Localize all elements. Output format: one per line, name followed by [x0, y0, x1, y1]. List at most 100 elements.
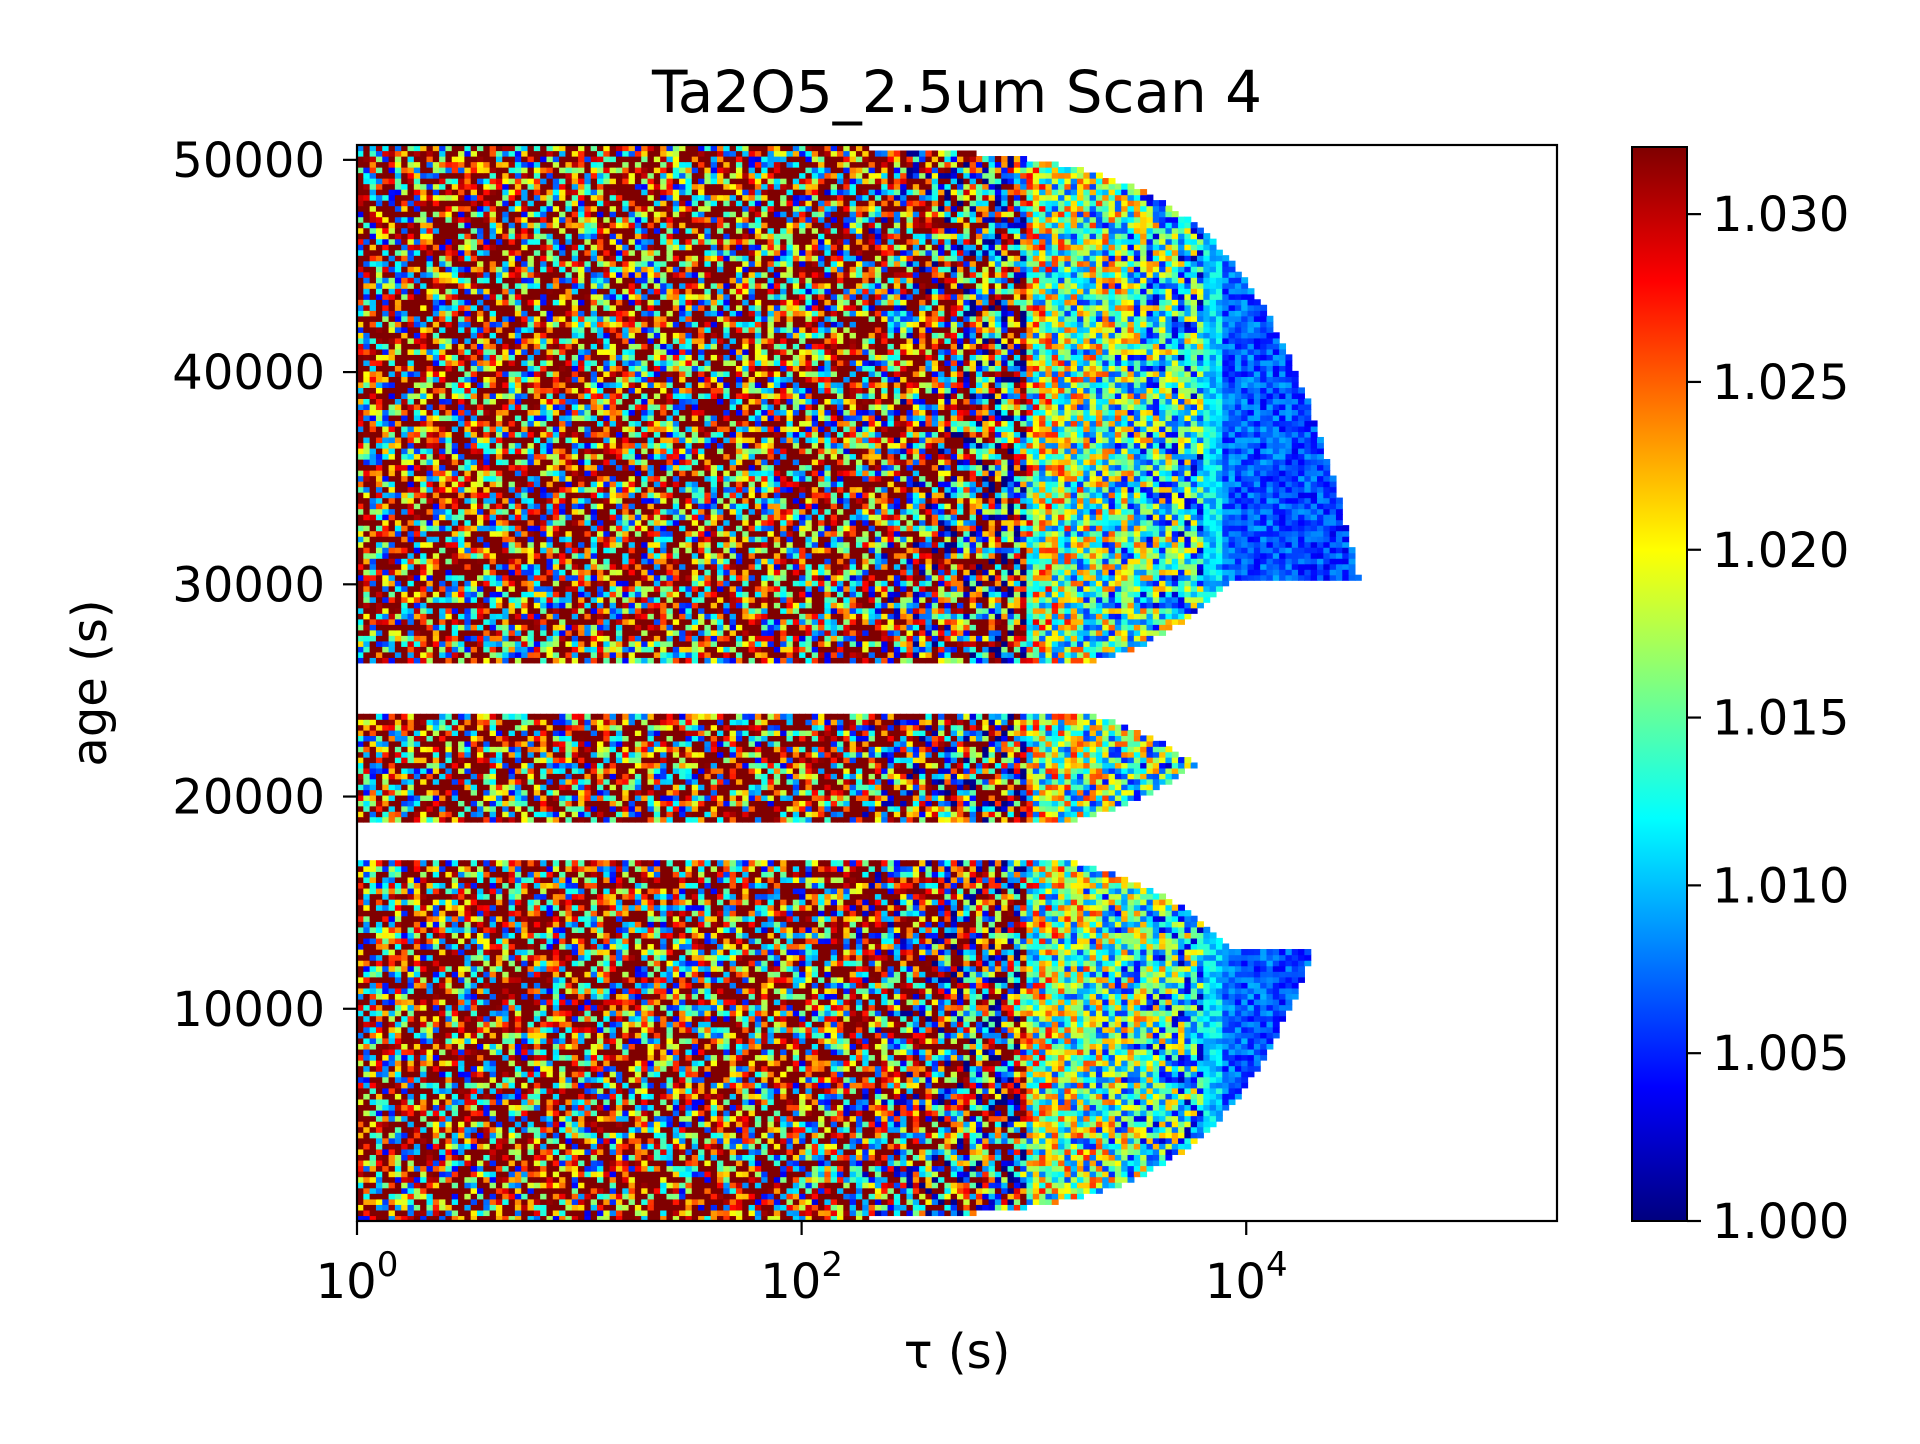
- heatmap-cell: [660, 1038, 667, 1044]
- heatmap-cell: [559, 1127, 566, 1133]
- heatmap-cell: [818, 1043, 825, 1049]
- heatmap-cell: [565, 1077, 572, 1083]
- heatmap-cell: [1001, 1054, 1008, 1060]
- heatmap-cell: [559, 1088, 566, 1094]
- heatmap-cell: [704, 1182, 711, 1188]
- heatmap-cell: [610, 1210, 617, 1216]
- heatmap-cell: [1001, 1121, 1008, 1127]
- heatmap-cell: [685, 1093, 692, 1099]
- heatmap-cell: [603, 1149, 610, 1155]
- heatmap-cell: [755, 1177, 762, 1183]
- heatmap-cell: [850, 1199, 857, 1205]
- heatmap-cell: [685, 1077, 692, 1083]
- heatmap-cell: [906, 1038, 913, 1044]
- heatmap-cell: [793, 1182, 800, 1188]
- heatmap-cell: [692, 1021, 699, 1027]
- heatmap-cell: [824, 1043, 831, 1049]
- heatmap-cell: [666, 1099, 673, 1105]
- heatmap-cell: [578, 1110, 585, 1116]
- heatmap-cell: [635, 1121, 642, 1127]
- heatmap-cell: [376, 1204, 383, 1210]
- heatmap-cell: [1102, 1116, 1109, 1122]
- heatmap-cell: [572, 1104, 579, 1110]
- heatmap-cell: [1115, 1038, 1122, 1044]
- heatmap-cell: [584, 1143, 591, 1149]
- heatmap-cell: [850, 1093, 857, 1099]
- heatmap-cell: [704, 1027, 711, 1033]
- heatmap-cell: [420, 1154, 427, 1160]
- heatmap-cell: [1128, 1121, 1135, 1127]
- heatmap-cell: [862, 1099, 869, 1105]
- heatmap-cell: [540, 1082, 547, 1088]
- heatmap-cell: [534, 1154, 541, 1160]
- heatmap-cell: [850, 1049, 857, 1055]
- heatmap-cell: [414, 1032, 421, 1038]
- heatmap-cell: [452, 1088, 459, 1094]
- heatmap-cell: [1026, 1010, 1033, 1016]
- heatmap-cell: [660, 1093, 667, 1099]
- heatmap-cell: [717, 1060, 724, 1066]
- heatmap-cell: [799, 1188, 806, 1194]
- heatmap-cell: [1102, 1021, 1109, 1027]
- heatmap-cell: [888, 1043, 895, 1049]
- heatmap-cell: [679, 1021, 686, 1027]
- heatmap-cell: [812, 1016, 819, 1022]
- heatmap-cell: [995, 1043, 1002, 1049]
- heatmap-cell: [881, 1193, 888, 1199]
- heatmap-cell: [1235, 1066, 1242, 1072]
- heatmap-cell: [534, 1088, 541, 1094]
- heatmap-cell: [938, 1038, 945, 1044]
- heatmap-cell: [395, 1188, 402, 1194]
- heatmap-cell: [894, 1149, 901, 1155]
- heatmap-cell: [749, 1165, 756, 1171]
- heatmap-cell: [679, 1043, 686, 1049]
- heatmap-cell: [565, 1143, 572, 1149]
- heatmap-cell: [1134, 1027, 1141, 1033]
- heatmap-cell: [818, 1082, 825, 1088]
- heatmap-cell: [919, 1049, 926, 1055]
- heatmap-cell: [1102, 1154, 1109, 1160]
- heatmap-cell: [894, 1193, 901, 1199]
- heatmap-cell: [976, 1021, 983, 1027]
- heatmap-cell: [1165, 1027, 1172, 1033]
- heatmap-cell: [761, 1132, 768, 1138]
- heatmap-cell: [1052, 1088, 1059, 1094]
- heatmap-cell: [749, 1199, 756, 1205]
- heatmap-cell: [629, 1132, 636, 1138]
- heatmap-cell: [1083, 1077, 1090, 1083]
- heatmap-cell: [1058, 1077, 1065, 1083]
- heatmap-cell: [736, 1066, 743, 1072]
- heatmap-cell: [711, 1121, 718, 1127]
- heatmap-cell: [490, 1093, 497, 1099]
- heatmap-cell: [464, 1027, 471, 1033]
- heatmap-cell: [1102, 1066, 1109, 1072]
- heatmap-cell: [509, 1077, 516, 1083]
- heatmap-cell: [1115, 1016, 1122, 1022]
- heatmap-cell: [546, 1210, 553, 1216]
- heatmap-cell: [951, 1210, 958, 1216]
- heatmap-cell: [692, 1054, 699, 1060]
- heatmap-cell: [433, 1132, 440, 1138]
- heatmap-cell: [464, 1043, 471, 1049]
- heatmap-cell: [1203, 1060, 1210, 1066]
- heatmap-cell: [597, 1071, 604, 1077]
- heatmap-cell: [1184, 1054, 1191, 1060]
- heatmap-cell: [818, 1054, 825, 1060]
- heatmap-cell: [1096, 1165, 1103, 1171]
- heatmap-cell: [1197, 1127, 1204, 1133]
- heatmap-cell: [989, 1132, 996, 1138]
- heatmap-cell: [509, 1204, 516, 1210]
- heatmap-cell: [1140, 1088, 1147, 1094]
- heatmap-cell: [1229, 1077, 1236, 1083]
- heatmap-cell: [363, 1049, 370, 1055]
- heatmap-cell: [452, 1177, 459, 1183]
- heatmap-cell: [471, 1110, 478, 1116]
- heatmap-cell: [401, 1049, 408, 1055]
- heatmap-cell: [1096, 1127, 1103, 1133]
- heatmap-cell: [780, 1032, 787, 1038]
- heatmap-cell: [496, 1177, 503, 1183]
- heatmap-cell: [698, 1149, 705, 1155]
- heatmap-cell: [1159, 1121, 1166, 1127]
- heatmap-cell: [572, 1071, 579, 1077]
- heatmap-cell: [919, 1121, 926, 1127]
